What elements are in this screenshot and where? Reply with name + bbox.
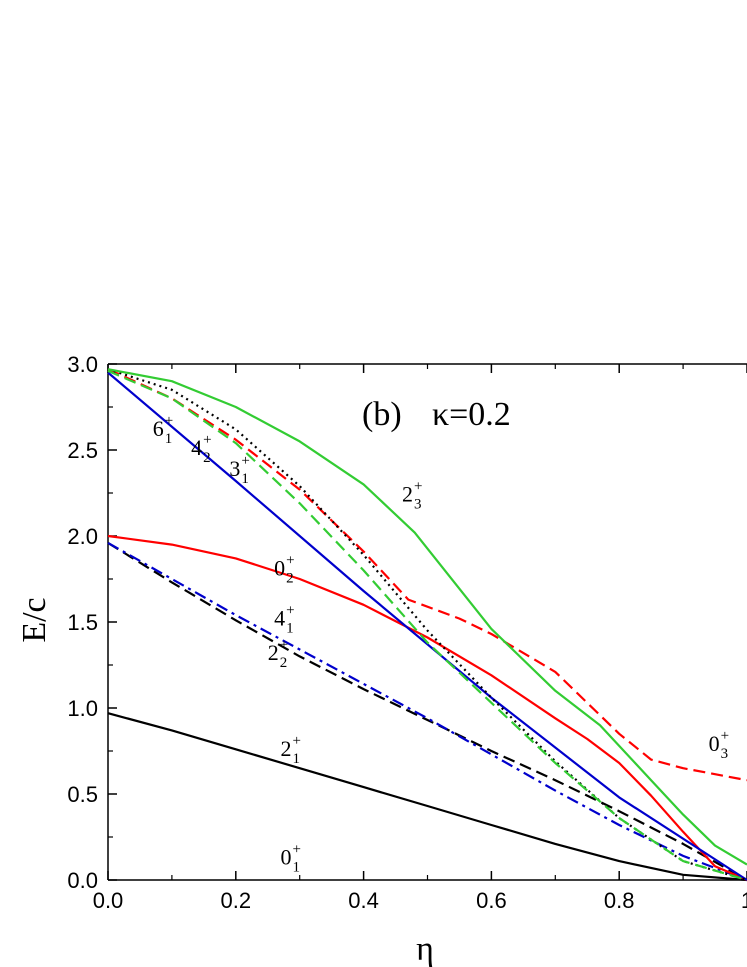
series-line-5 bbox=[107, 368, 747, 782]
level-label: 3 +1 bbox=[229, 453, 249, 487]
x-tick-label: 0.6 bbox=[476, 888, 507, 913]
level-label: 0 +2 bbox=[274, 553, 294, 587]
y-tick-label: 0.5 bbox=[67, 782, 98, 807]
level-label-sup: + bbox=[414, 479, 422, 495]
level-label-j: 3 bbox=[229, 456, 240, 481]
level-label-sub: 3 bbox=[414, 497, 422, 513]
series-line-0 bbox=[107, 712, 747, 882]
level-label-j: 4 bbox=[191, 435, 202, 460]
x-tick-label: 0.0 bbox=[93, 888, 124, 913]
level-label-j: 2 bbox=[281, 736, 292, 761]
level-label: 0 +1 bbox=[281, 842, 301, 876]
level-label-sup: + bbox=[280, 637, 288, 653]
level-label: 4 +1 bbox=[274, 602, 294, 636]
series-line-7 bbox=[107, 369, 747, 882]
y-axis-label: E/c bbox=[16, 597, 53, 642]
y-tick-label: 3.0 bbox=[67, 352, 98, 377]
level-label-j: 0 bbox=[709, 731, 720, 756]
y-tick-label: 1.5 bbox=[67, 610, 98, 635]
level-label-j: 6 bbox=[153, 416, 164, 441]
level-label-sub: 3 bbox=[721, 746, 729, 762]
series-line-4 bbox=[107, 371, 747, 881]
level-label-sub: 2 bbox=[280, 655, 288, 671]
level-label-sup: + bbox=[286, 602, 294, 618]
level-label-sup: + bbox=[293, 733, 301, 749]
x-tick-label: 0.2 bbox=[221, 888, 252, 913]
level-label-j: 2 bbox=[402, 482, 413, 507]
level-label: 4 +2 bbox=[191, 432, 211, 466]
level-label-sup: + bbox=[203, 432, 211, 448]
level-label-sub: 1 bbox=[165, 431, 173, 447]
level-labels-layer: 6 +1 4 +2 3 +12 +30 +24 +12 +22 +10 +10 +3 bbox=[153, 413, 729, 875]
series-line-3 bbox=[107, 534, 747, 882]
level-label-sup: + bbox=[165, 413, 173, 429]
level-label-j: 0 bbox=[274, 556, 285, 581]
series-line-8 bbox=[107, 368, 747, 866]
parameter-label: κ=0.2 bbox=[432, 396, 511, 433]
level-label-sub: 1 bbox=[293, 751, 301, 767]
level-label-sup: + bbox=[286, 553, 294, 569]
level-label: 6 +1 bbox=[153, 413, 173, 447]
level-label-sub: 1 bbox=[286, 620, 294, 636]
level-label: 2 +2 bbox=[268, 637, 288, 671]
x-tick-label: 0.4 bbox=[348, 888, 379, 913]
panel-label: (b) bbox=[362, 396, 402, 433]
level-label: 2 +1 bbox=[281, 733, 301, 767]
level-label: 2 +3 bbox=[402, 479, 422, 513]
series-line-1 bbox=[107, 541, 747, 881]
level-label: 0 +3 bbox=[709, 728, 729, 762]
level-label-sup: + bbox=[241, 453, 249, 469]
y-axis-ticks: 0.0 0.5 1.0 1.5 2.0 2.5 3.0 bbox=[67, 352, 117, 893]
x-tick-label: 1 bbox=[741, 888, 747, 913]
x-axis-ticks: 0.0 0.2 0.4 0.6 0.8 1 bbox=[93, 364, 747, 913]
level-label-sup: + bbox=[721, 728, 729, 744]
y-tick-label: 2.0 bbox=[67, 524, 98, 549]
level-label-sup: + bbox=[293, 842, 301, 858]
y-tick-label: 0.0 bbox=[67, 868, 98, 893]
level-label-j: 0 bbox=[281, 845, 292, 870]
level-label-sub: 1 bbox=[293, 860, 301, 876]
series-layer bbox=[107, 368, 747, 882]
y-tick-label: 1.0 bbox=[67, 696, 98, 721]
level-label-j: 4 bbox=[274, 605, 285, 630]
x-axis-label: η bbox=[416, 931, 434, 967]
y-tick-label: 2.5 bbox=[67, 438, 98, 463]
level-label-sub: 2 bbox=[286, 571, 294, 587]
level-label-sub: 1 bbox=[241, 471, 249, 487]
x-tick-label: 0.8 bbox=[604, 888, 635, 913]
level-label-j: 2 bbox=[268, 640, 279, 665]
series-line-2 bbox=[107, 541, 747, 882]
level-label-sub: 2 bbox=[203, 450, 211, 466]
